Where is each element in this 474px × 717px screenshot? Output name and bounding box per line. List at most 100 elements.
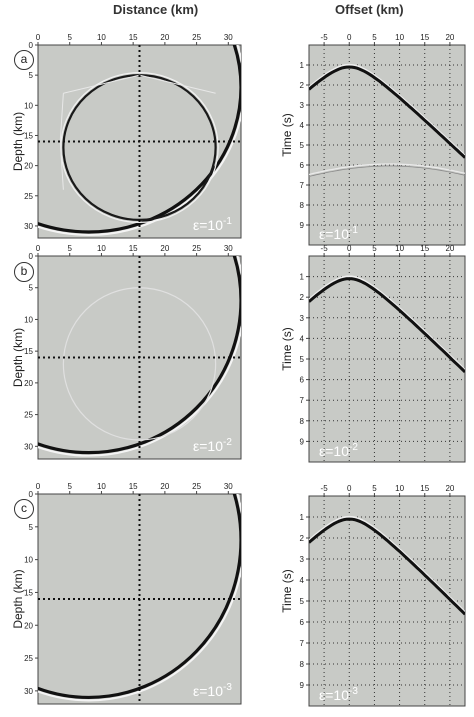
- epsilon-label: ε=10-2: [193, 437, 232, 454]
- reflected-arrival-shadow: [309, 165, 465, 177]
- x-tick-label: 25: [192, 482, 201, 491]
- snapshot-panel-a: 0 5 10 15 20 25 30 0 5 10 15 20 25 30 Depth (km) ε=10-1: [11, 33, 242, 239]
- y-tick-label: 7: [300, 639, 305, 648]
- epsilon-label: ε=10-3: [319, 686, 358, 703]
- y-axis-label: Time (s): [280, 569, 294, 613]
- snapshot-panel-c: 0 5 10 15 20 25 30 0 5 10 15 20 25 30 Depth (km) ε=10-3: [11, 482, 242, 705]
- x-tick-label: 0: [347, 33, 352, 42]
- x-tick-label: 15: [129, 33, 138, 42]
- seismogram-panel-a: -5 0 5 10 15 20 1 2 3 4 5 6 7 8 9 Time (s) ε=10-1: [280, 33, 466, 246]
- y-tick-label: 9: [300, 681, 305, 690]
- panel-label-c: c: [14, 499, 34, 519]
- x-tick-label: 15: [129, 482, 138, 491]
- y-tick-label: 8: [300, 660, 305, 669]
- outer-wavefront-halo: [38, 256, 241, 457]
- x-tick-label: 15: [420, 484, 429, 493]
- x-tick-label: 10: [97, 33, 106, 42]
- y-tick-label: 15: [24, 131, 33, 140]
- epsilon-label: ε=10-2: [319, 442, 358, 459]
- x-tick-label: -5: [321, 244, 329, 253]
- epsilon-label: ε=10-1: [193, 216, 232, 233]
- right-header: Offset (km): [335, 2, 404, 17]
- x-tick-label: 25: [192, 33, 201, 42]
- x-tick-label: 10: [395, 33, 404, 42]
- y-tick-label: 5: [300, 355, 305, 364]
- y-tick-label: 7: [300, 181, 305, 190]
- y-tick-label: 2: [300, 293, 305, 302]
- outer-wavefront-halo: [38, 45, 241, 236]
- x-tick-label: 25: [192, 244, 201, 253]
- y-tick-label: 5: [300, 141, 305, 150]
- y-tick-label: 20: [24, 379, 33, 388]
- direct-arrival-halo: [309, 275, 465, 371]
- y-tick-label: 10: [24, 556, 33, 565]
- x-tick-label: 20: [160, 244, 169, 253]
- y-tick-label: 30: [24, 222, 33, 231]
- epsilon-label: ε=10-3: [193, 682, 232, 699]
- y-tick-label: 6: [300, 376, 305, 385]
- y-axis-label: Depth (km): [11, 112, 25, 171]
- reflected-arrival: [309, 163, 465, 176]
- x-tick-label: -5: [321, 484, 329, 493]
- direct-arrival: [309, 277, 465, 373]
- x-tick-label: 30: [224, 33, 233, 42]
- x-tick-label: 5: [372, 33, 377, 42]
- x-tick-label: 5: [67, 482, 72, 491]
- x-tick-label: 10: [97, 482, 106, 491]
- y-tick-label: 8: [300, 201, 305, 210]
- y-tick-label: 5: [29, 523, 34, 532]
- x-tick-label: 0: [36, 244, 41, 253]
- x-tick-label: 20: [445, 33, 454, 42]
- y-tick-label: 7: [300, 396, 305, 405]
- y-tick-label: 4: [300, 576, 305, 585]
- x-tick-label: -5: [321, 33, 329, 42]
- outer-wavefront: [38, 45, 241, 234]
- x-tick-label: 0: [36, 33, 41, 42]
- snapshot-panel-b: 0 5 10 15 20 25 30 0 5 10 15 20 25 30 Depth (km) ε=10-2: [11, 244, 242, 460]
- y-tick-label: 5: [300, 597, 305, 606]
- seismogram-plot-area: [308, 495, 466, 707]
- head-wave-left: [59, 93, 64, 190]
- x-tick-label: 5: [372, 484, 377, 493]
- panel-label-a: a: [14, 50, 34, 70]
- y-axis-label: Time (s): [280, 327, 294, 371]
- outer-wavefront: [38, 256, 241, 455]
- y-tick-label: 0: [29, 41, 34, 50]
- y-tick-label: 3: [300, 101, 305, 110]
- y-tick-label: 25: [24, 192, 33, 201]
- y-tick-label: 5: [29, 71, 34, 80]
- outer-wavefront-halo: [38, 494, 241, 702]
- x-tick-label: 30: [224, 482, 233, 491]
- x-tick-label: 10: [97, 244, 106, 253]
- y-tick-label: 30: [24, 687, 33, 696]
- direct-arrival-halo: [309, 515, 465, 613]
- y-tick-label: 6: [300, 161, 305, 170]
- y-tick-label: 2: [300, 534, 305, 543]
- y-tick-label: 20: [24, 621, 33, 630]
- y-tick-label: 3: [300, 314, 305, 323]
- y-tick-label: 4: [300, 121, 305, 130]
- x-tick-label: 30: [224, 244, 233, 253]
- y-tick-label: 15: [24, 347, 33, 356]
- y-tick-label: 4: [300, 334, 305, 343]
- outer-wavefront: [38, 494, 241, 699]
- x-tick-label: 15: [420, 244, 429, 253]
- y-tick-label: 6: [300, 618, 305, 627]
- seismogram-plot-area: [308, 44, 466, 246]
- y-tick-label: 1: [300, 61, 305, 70]
- left-header: Distance (km): [113, 2, 199, 17]
- direct-arrival: [309, 517, 465, 616]
- y-tick-label: 15: [24, 588, 33, 597]
- x-tick-label: 5: [372, 244, 377, 253]
- x-tick-label: 20: [445, 484, 454, 493]
- x-tick-label: 0: [347, 244, 352, 253]
- y-tick-label: 1: [300, 513, 305, 522]
- x-tick-label: 20: [160, 33, 169, 42]
- y-axis-label: Depth (km): [11, 569, 25, 628]
- seismogram-panel-b: -5 0 5 10 15 20 1 2 3 4 5 6 7 8 9 Time (s) ε=10-2: [280, 244, 466, 463]
- x-tick-label: 0: [347, 484, 352, 493]
- panel-label-b: b: [14, 262, 34, 282]
- x-tick-label: 20: [160, 482, 169, 491]
- y-tick-label: 30: [24, 442, 33, 451]
- x-tick-label: 5: [67, 244, 72, 253]
